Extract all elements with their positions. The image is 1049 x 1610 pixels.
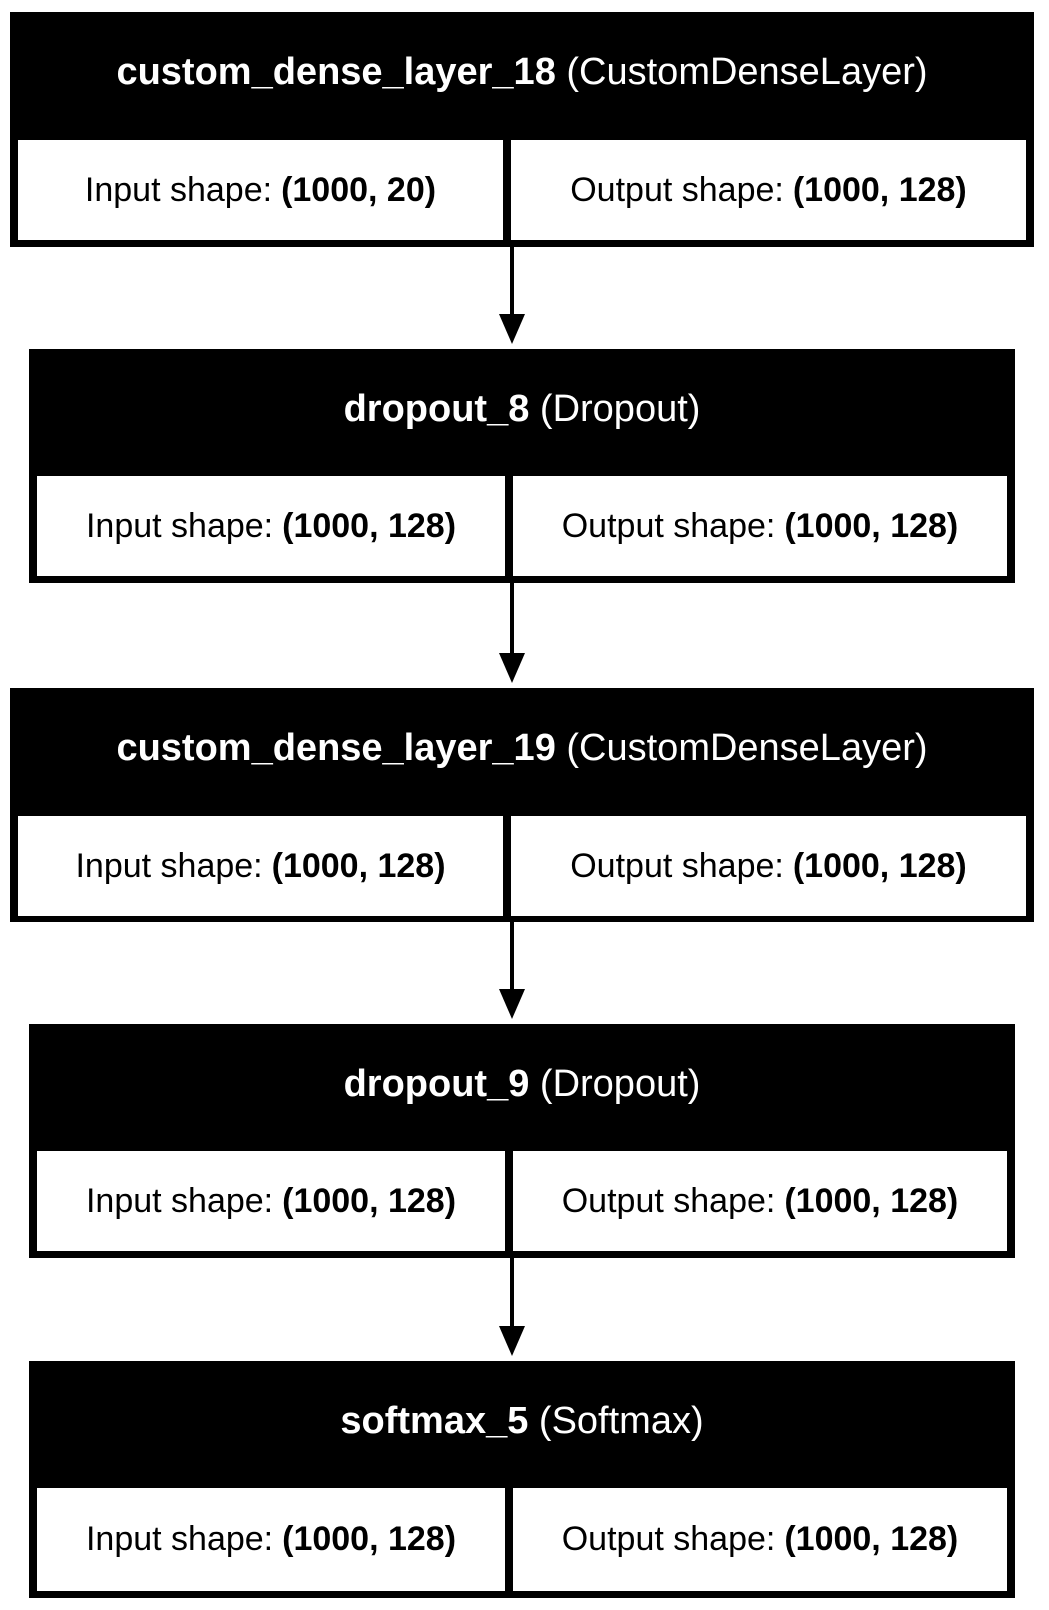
input-shape-cell: Input shape: (1000, 128) [37, 1488, 505, 1591]
layer-type: (CustomDenseLayer) [566, 726, 928, 769]
layer-header: dropout_9 (Dropout) [29, 1024, 1015, 1144]
input-shape-label: Input shape: [85, 1181, 274, 1220]
output-shape-value: (1000, 128) [784, 1181, 959, 1220]
layer-node-dropout-8: dropout_8 (Dropout) Input shape: (1000, 1… [29, 349, 1015, 583]
output-shape-label: Output shape: [570, 170, 784, 209]
layer-header: custom_dense_layer_18 (CustomDenseLayer) [10, 12, 1034, 132]
layer-type: (Softmax) [538, 1399, 704, 1442]
output-shape-label: Output shape: [561, 506, 776, 545]
output-shape-value: (1000, 128) [792, 846, 967, 885]
edge-arrow-head [499, 314, 525, 344]
layer-name: dropout_9 [343, 1062, 530, 1105]
output-shape-cell: Output shape: (1000, 128) [511, 140, 1026, 240]
layer-node-custom-dense-layer-18: custom_dense_layer_18 (CustomDenseLayer)… [10, 12, 1034, 247]
input-shape-value: (1000, 128) [271, 846, 446, 885]
input-shape-cell: Input shape: (1000, 20) [18, 140, 503, 240]
layer-node-custom-dense-layer-19: custom_dense_layer_19 (CustomDenseLayer)… [10, 688, 1034, 922]
input-shape-value: (1000, 128) [282, 1520, 457, 1558]
layer-type: (CustomDenseLayer) [566, 50, 928, 93]
edge-arrow-line [510, 247, 514, 319]
input-shape-cell: Input shape: (1000, 128) [37, 1151, 505, 1251]
output-shape-label: Output shape: [561, 1181, 776, 1220]
input-shape-cell: Input shape: (1000, 128) [18, 816, 503, 916]
layer-name: custom_dense_layer_19 [116, 726, 556, 769]
edge-arrow-head [499, 989, 525, 1019]
input-shape-value: (1000, 128) [282, 506, 457, 545]
layer-header: custom_dense_layer_19 (CustomDenseLayer) [10, 688, 1034, 808]
input-shape-cell: Input shape: (1000, 128) [37, 476, 505, 576]
output-shape-value: (1000, 128) [792, 170, 967, 209]
output-shape-value: (1000, 128) [784, 506, 959, 545]
layer-header: dropout_8 (Dropout) [29, 349, 1015, 469]
output-shape-label: Output shape: [561, 1520, 776, 1558]
output-shape-cell: Output shape: (1000, 128) [511, 816, 1026, 916]
input-shape-value: (1000, 128) [282, 1181, 457, 1220]
output-shape-cell: Output shape: (1000, 128) [513, 476, 1007, 576]
input-shape-value: (1000, 20) [281, 170, 437, 209]
layer-type: (Dropout) [539, 1062, 701, 1105]
output-shape-label: Output shape: [570, 846, 784, 885]
output-shape-value: (1000, 128) [784, 1520, 959, 1558]
layer-type: (Dropout) [539, 387, 701, 430]
layer-name: softmax_5 [340, 1399, 529, 1442]
input-shape-label: Input shape: [75, 846, 263, 885]
edge-arrow-line [510, 1258, 514, 1331]
layer-name: dropout_8 [343, 387, 530, 430]
layer-name: custom_dense_layer_18 [116, 50, 556, 93]
edge-arrow-line [510, 922, 514, 994]
edge-arrow-line [510, 583, 514, 658]
output-shape-cell: Output shape: (1000, 128) [513, 1488, 1007, 1591]
input-shape-label: Input shape: [84, 170, 273, 209]
input-shape-label: Input shape: [85, 506, 274, 545]
edge-arrow-head [499, 653, 525, 683]
layer-node-softmax-5: softmax_5 (Softmax) Input shape: (1000, 1… [29, 1361, 1015, 1598]
layer-node-dropout-9: dropout_9 (Dropout) Input shape: (1000, 1… [29, 1024, 1015, 1258]
layer-header: softmax_5 (Softmax) [29, 1361, 1015, 1481]
output-shape-cell: Output shape: (1000, 128) [513, 1151, 1007, 1251]
input-shape-label: Input shape: [85, 1520, 274, 1558]
edge-arrow-head [499, 1326, 525, 1356]
